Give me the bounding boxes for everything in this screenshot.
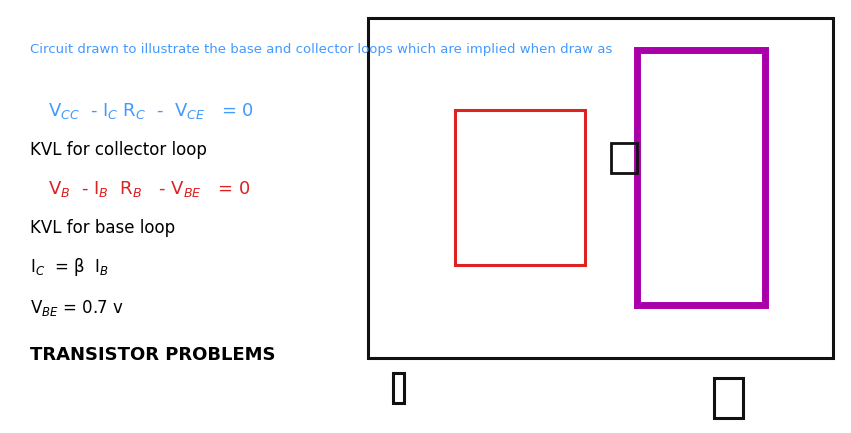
Text: KVL for collector loop: KVL for collector loop <box>30 141 207 159</box>
Text: TRANSISTOR PROBLEMS: TRANSISTOR PROBLEMS <box>30 346 276 364</box>
Text: KVL for base loop: KVL for base loop <box>30 219 175 237</box>
Text: V$_{BE}$ = 0.7 v: V$_{BE}$ = 0.7 v <box>30 298 123 318</box>
Text: I$_C$  = β  I$_B$: I$_C$ = β I$_B$ <box>30 256 109 278</box>
Text: Circuit drawn to illustrate the base and collector loops which are implied when : Circuit drawn to illustrate the base and… <box>30 43 613 56</box>
Text: V$_{CC}$  - I$_C$ R$_C$  -  V$_{CE}$   = 0: V$_{CC}$ - I$_C$ R$_C$ - V$_{CE}$ = 0 <box>48 101 254 121</box>
Bar <box>714 378 743 418</box>
Bar <box>637 50 765 305</box>
Bar <box>611 143 637 173</box>
Text: V$_B$  - I$_B$  R$_B$   - V$_{BE}$   = 0: V$_B$ - I$_B$ R$_B$ - V$_{BE}$ = 0 <box>48 179 250 199</box>
Bar <box>393 373 404 403</box>
Bar <box>455 110 585 265</box>
Bar <box>368 18 833 358</box>
